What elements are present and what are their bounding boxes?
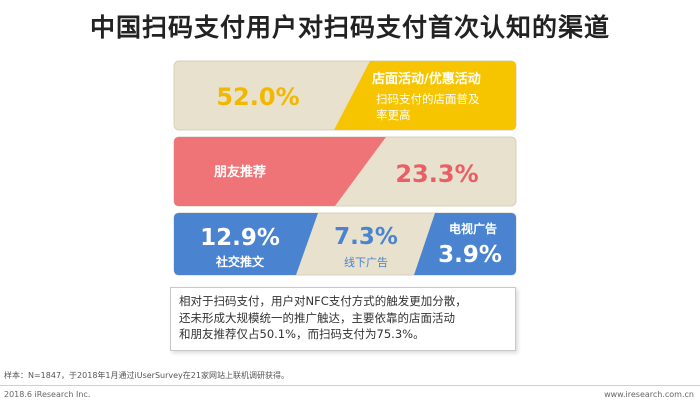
footer-divider	[0, 385, 700, 386]
note-line-1: 相对于扫码支付，用户对NFC支付方式的触发更加分散，	[179, 294, 467, 308]
row1-desc-line2: 率更高	[376, 108, 411, 122]
summary-note: 相对于扫码支付，用户对NFC支付方式的触发更加分散， 还未形成大规模统一的推广触…	[170, 287, 516, 351]
website-text: www.iresearch.com.cn	[604, 390, 694, 399]
row3-offline-value: 7.3%	[334, 224, 398, 250]
page-title: 中国扫码支付用户对扫码支付首次认知的渠道	[89, 13, 610, 42]
row2-pink-block	[174, 137, 386, 206]
row1-yellow-block	[334, 61, 516, 130]
row1-channel-label: 店面活动/优惠活动	[372, 71, 481, 87]
copyright-text: 2018.6 iResearch Inc.	[4, 390, 91, 399]
row3-tv-label: 电视广告	[449, 221, 497, 236]
row1-value-label: 52.0%	[216, 83, 299, 111]
row1-desc-line1: 扫码支付的店面普及	[376, 92, 480, 106]
row2-value-label: 23.3%	[395, 160, 478, 188]
row-friend-recommend: 朋友推荐 23.3%	[173, 136, 517, 207]
row3-offline-label: 线下广告	[344, 255, 388, 269]
row3-social-value: 12.9%	[200, 225, 280, 251]
row-three-channels: 12.9% 社交推文 7.3% 线下广告 电视广告 3.9%	[173, 212, 517, 276]
row2-channel-label: 朋友推荐	[213, 164, 266, 180]
sample-note: 样本：N=1847，于2018年1月通过iUserSurvey在21家网站上联机…	[4, 371, 289, 380]
row3-tv-value: 3.9%	[438, 242, 502, 268]
note-line-3: 和朋友推荐仅占50.1%，而扫码支付为75.3%。	[179, 327, 425, 341]
row-store-activity: 52.0% 店面活动/优惠活动 扫码支付的店面普及 率更高	[173, 60, 517, 131]
row3-blue-left-block	[174, 213, 318, 275]
row3-social-label: 社交推文	[215, 254, 265, 269]
note-line-2: 还未形成大规模统一的推广触达，主要依靠的店面活动	[179, 310, 455, 325]
row3-blue-right-block	[414, 213, 516, 275]
